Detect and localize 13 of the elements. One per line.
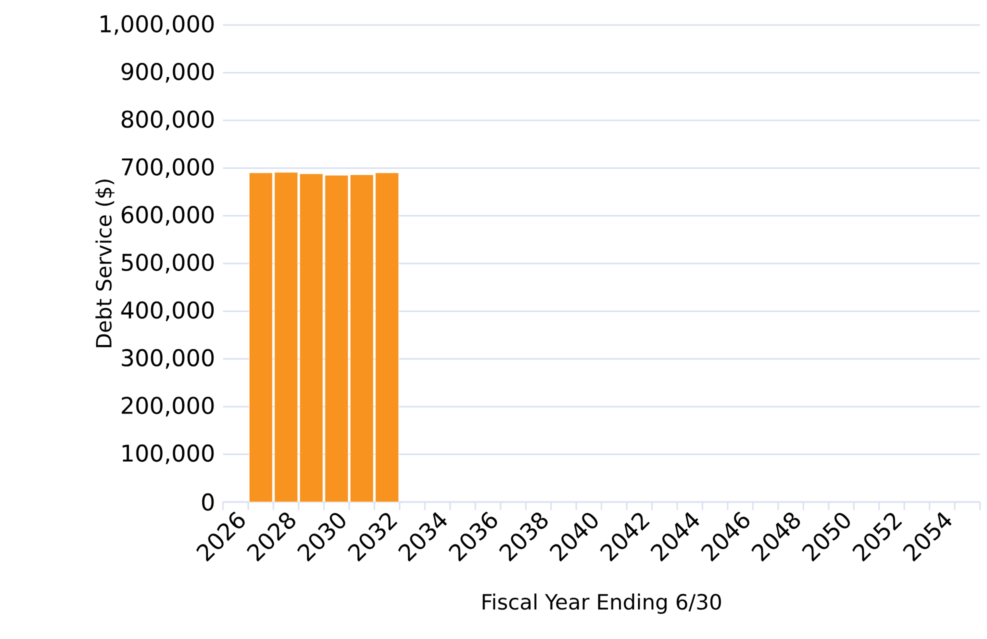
y-tick-label: 200,000: [122, 396, 214, 416]
y-axis-title: Debt Service ($): [95, 180, 114, 348]
y-tick-label: 1,000,000: [100, 15, 214, 35]
y-tick-label: 0: [202, 493, 214, 511]
y-tick-label: 900,000: [122, 62, 214, 83]
y-tick-label: 600,000: [122, 206, 214, 226]
y-tick-label: 800,000: [122, 110, 214, 130]
y-tick-label: 700,000: [122, 158, 214, 178]
y-tick-label: 100,000: [122, 444, 214, 464]
y-tick-label: 500,000: [122, 254, 214, 274]
y-tick-label: 400,000: [121, 301, 214, 322]
x-axis-title: Fiscal Year Ending 6/30: [482, 594, 721, 614]
y-tick-label: 300,000: [122, 349, 214, 369]
